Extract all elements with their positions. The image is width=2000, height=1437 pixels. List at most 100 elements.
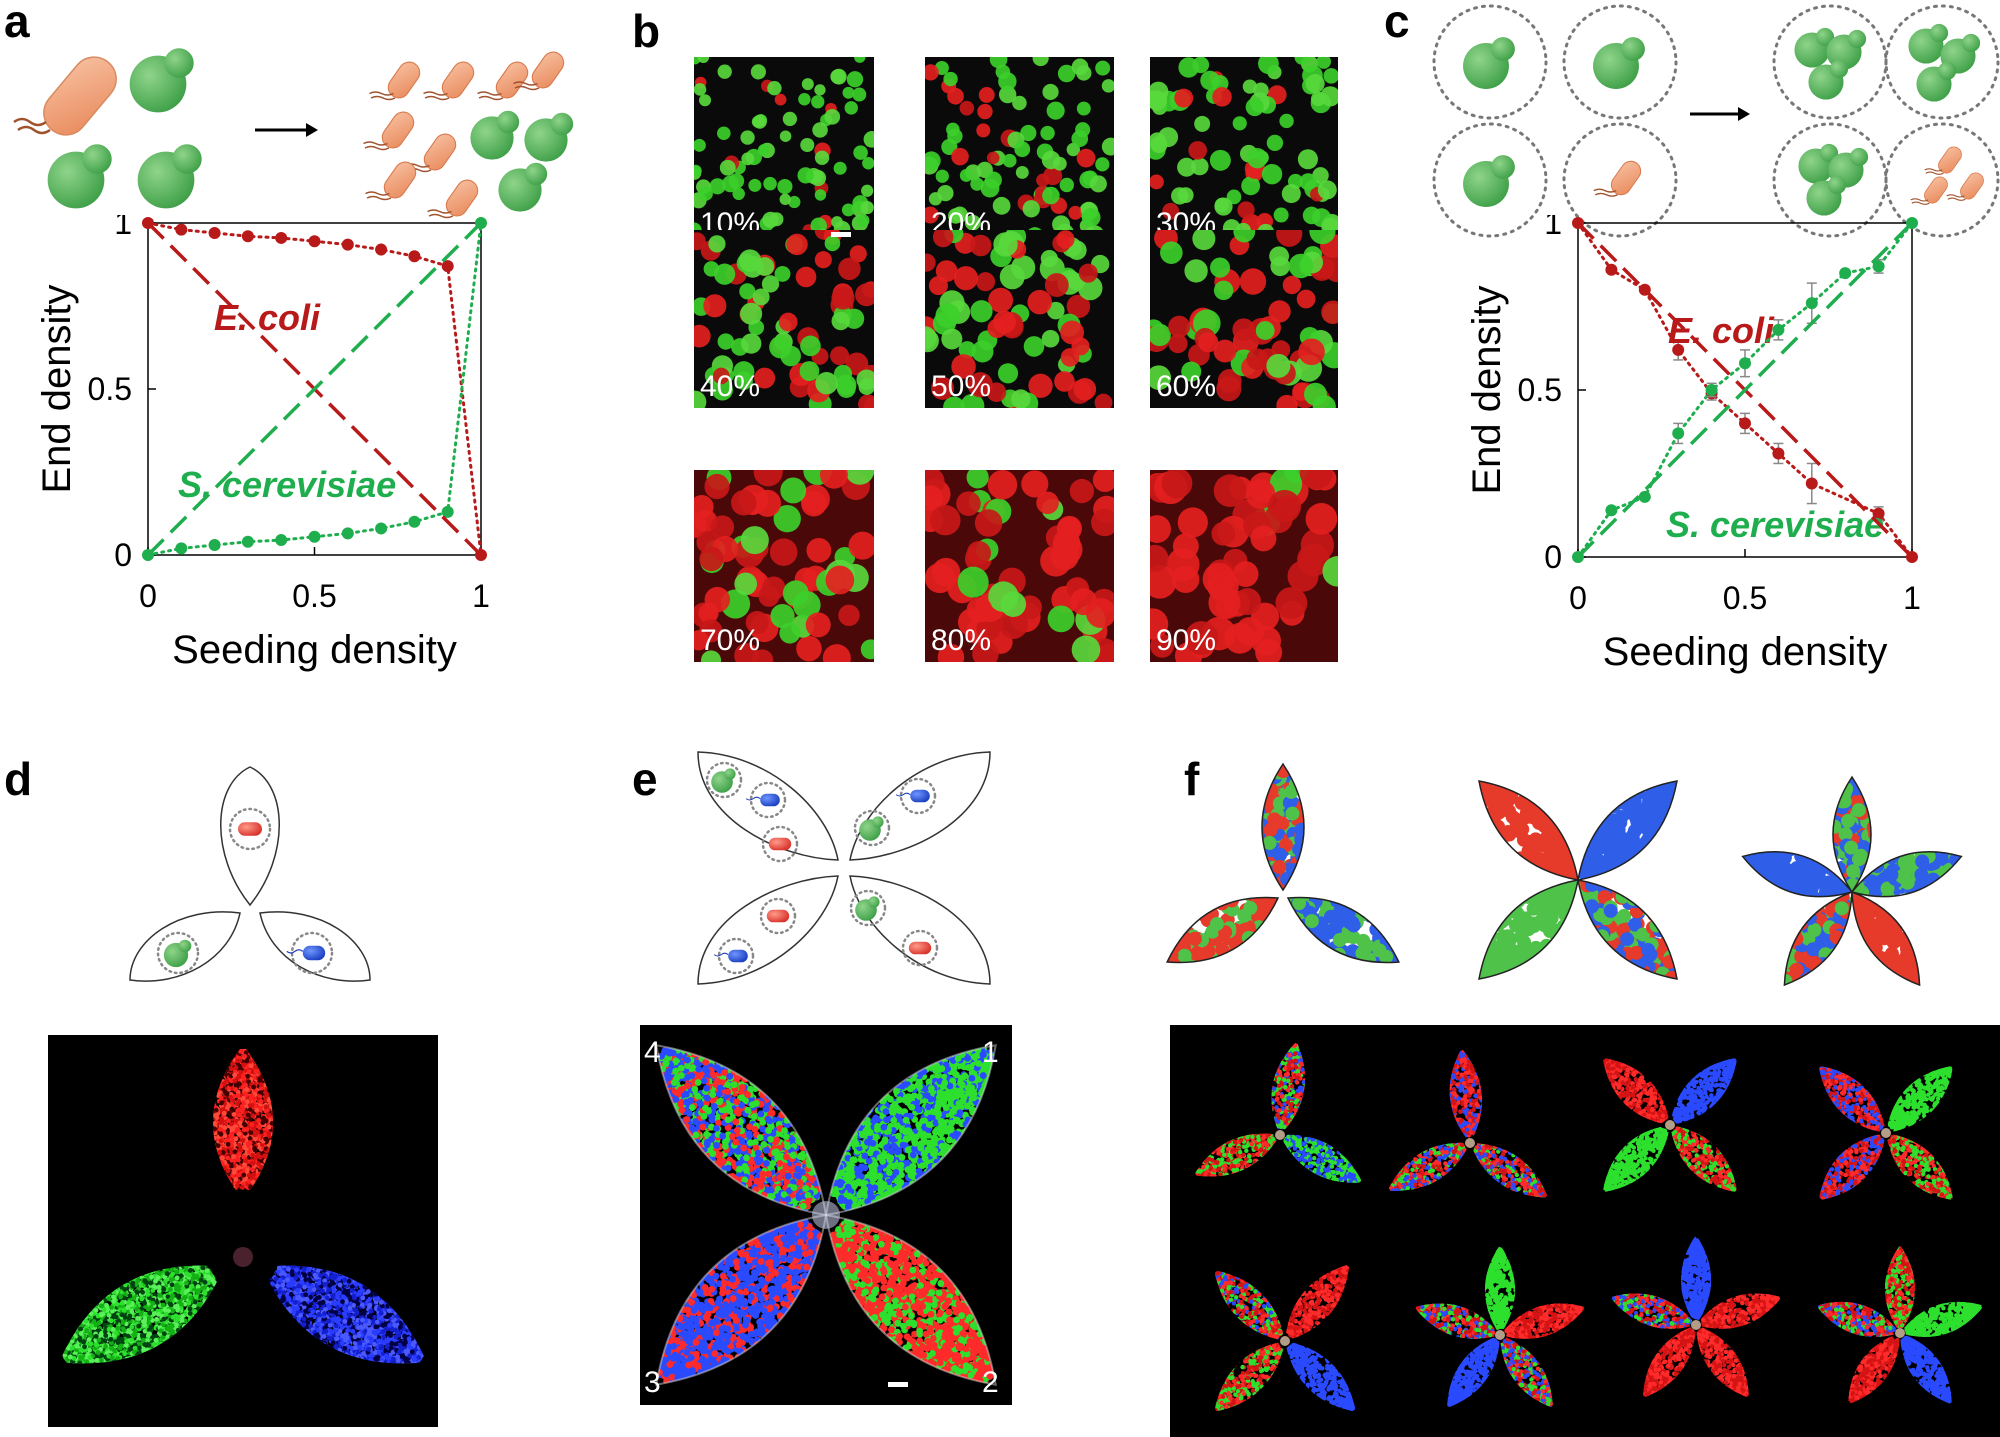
chamber-cells: [1848, 1335, 1900, 1404]
chamber-cells: [1852, 892, 1920, 986]
y-tick-label: 0.5: [1518, 372, 1562, 408]
chamber-cells: [1485, 1246, 1515, 1330]
series-line: [1576, 221, 1914, 559]
panel-letter-a: a: [4, 0, 30, 48]
x-tick-label: 0.5: [292, 578, 336, 614]
chamber-cells: [1611, 1293, 1693, 1329]
data-point: [408, 515, 421, 528]
guide-line: [146, 221, 483, 557]
y-axis-label: End density: [35, 284, 79, 493]
chamber-cells: [1262, 764, 1304, 890]
micrograph: 90%: [1150, 470, 1338, 662]
chamber-cells: [1696, 1326, 1749, 1398]
series-label: E. coli: [214, 297, 321, 338]
micrograph-label: 70%: [700, 624, 760, 658]
x-axis-label: Seeding density: [172, 628, 457, 672]
data-point: [275, 231, 288, 244]
data-point: [241, 535, 254, 548]
guide-line: [1576, 221, 1914, 559]
arrow-right-icon: [1690, 107, 1750, 121]
scale-bar: [888, 1382, 908, 1387]
data-point: [1772, 447, 1785, 460]
series-label: S. cerevisiae: [1666, 504, 1884, 545]
droplet-icon: [1432, 4, 2000, 238]
micrograph-label: 80%: [931, 624, 991, 658]
chamber-number-1: 1: [982, 1036, 999, 1070]
panel-c-schematic: [1432, 4, 2000, 238]
chamber-cells: [1818, 1065, 1886, 1133]
panel-letter-c: c: [1384, 0, 1410, 48]
chamber-cells: [1578, 781, 1677, 880]
panel-f-schematic: [1166, 762, 1963, 987]
chamber-cells: [1903, 1301, 1983, 1337]
chamber-cells: [1681, 1236, 1711, 1320]
arrow-right-icon: [255, 123, 318, 137]
micrograph-label: 40%: [700, 370, 760, 404]
series-label: S. cerevisiae: [178, 464, 396, 505]
panel-letter-e: e: [632, 752, 658, 806]
panel-f-photo: [1170, 1025, 2000, 1437]
y-axis-label: End density: [1465, 285, 1509, 494]
micrograph-label: 60%: [1156, 370, 1216, 404]
data-point: [308, 530, 321, 543]
x-axis-label: Seeding density: [1603, 630, 1888, 674]
data-point: [375, 522, 388, 535]
data-point: [1705, 384, 1718, 396]
micrograph: 70%: [694, 470, 874, 662]
chamber-cells: [1670, 1057, 1738, 1125]
x-tick-label: 0.5: [1723, 580, 1767, 616]
chamber-number-2: 2: [982, 1366, 999, 1400]
chamber-cells: [1670, 1126, 1738, 1193]
chamber-cells: [1282, 1134, 1362, 1183]
data-point: [375, 243, 388, 256]
x-tick-label: 1: [472, 578, 490, 614]
data-point: [1872, 507, 1885, 520]
chamber-outline: [824, 1044, 997, 1217]
x-tick-label: 1: [1903, 580, 1921, 616]
x-tick-label: 0: [139, 578, 157, 614]
data-point: [1605, 504, 1618, 517]
scale-bar: [831, 232, 851, 237]
chamber-cells: [1285, 1341, 1356, 1412]
micrograph-label: 90%: [1156, 624, 1216, 658]
micrograph: 40%: [694, 230, 874, 408]
rod-bacterium-icon: [13, 56, 117, 136]
y-tick-label: 0.5: [88, 371, 132, 407]
y-tick-label: 1: [114, 215, 132, 241]
chamber-cells: [213, 1048, 273, 1190]
micrograph: 50%: [925, 230, 1114, 408]
data-point: [1638, 490, 1651, 503]
data-point: [175, 542, 188, 555]
chamber-cells: [1285, 1264, 1350, 1340]
data-point: [408, 250, 421, 263]
data-point: [1805, 297, 1818, 310]
chamber-cells: [1473, 1143, 1548, 1198]
micrograph-label: 50%: [931, 370, 991, 404]
micrograph: 20%: [925, 57, 1114, 245]
data-point: [208, 226, 221, 239]
chamber-cells: [1817, 1301, 1897, 1337]
data-point: [1672, 427, 1685, 440]
chamber-cells: [1900, 1335, 1952, 1405]
chamber-cells: [1479, 880, 1578, 979]
data-point: [1739, 357, 1751, 370]
chamber-cells: [1388, 1142, 1468, 1191]
data-point: [441, 260, 454, 273]
panel-letter-d: d: [4, 752, 32, 806]
chamber-cells: [1578, 880, 1677, 979]
x-tick-label: 0: [1569, 580, 1587, 616]
panel-d-schematic: [129, 766, 371, 982]
data-point: [1739, 417, 1751, 430]
chamber-outline: [655, 1044, 828, 1217]
data-point: [341, 238, 354, 251]
panel-letter-f: f: [1184, 752, 1199, 806]
panel-a-schematic: [13, 47, 574, 221]
panel-e-schematic: [697, 751, 991, 985]
data-point: [1605, 263, 1618, 276]
chamber-number-4: 4: [644, 1036, 661, 1070]
chamber-cells: [1214, 1270, 1284, 1341]
data-point: [275, 534, 288, 547]
chamber-number-3: 3: [644, 1366, 661, 1400]
panel-a-chart: 0 0.5 1 0 0.5 1 Seeding density End density E. c…: [35, 215, 490, 672]
